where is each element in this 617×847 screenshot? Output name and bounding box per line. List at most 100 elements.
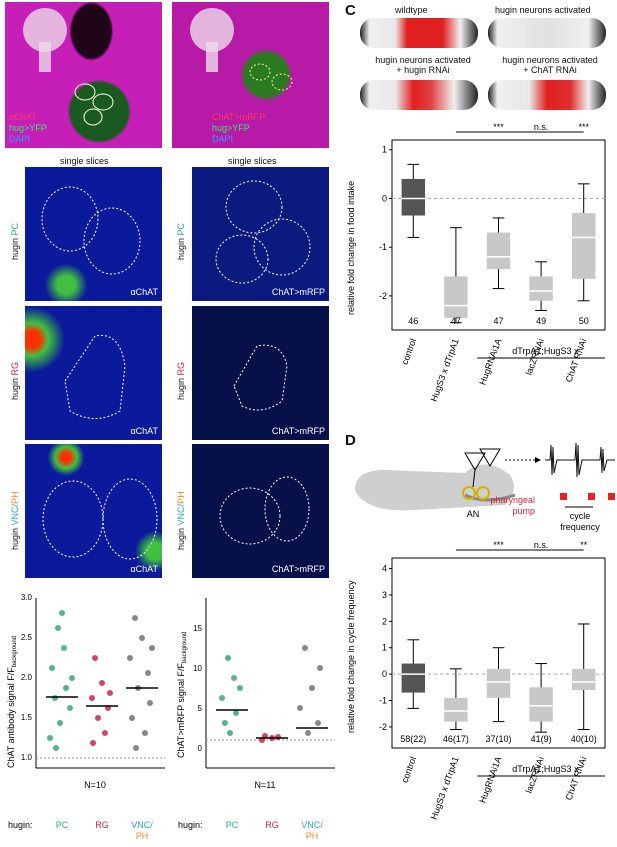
- y-tick-label: 0: [382, 669, 387, 679]
- y-axis-label: ChAT antibody signal F/Fbackground: [6, 636, 18, 768]
- svg-text:frequency: frequency: [560, 522, 600, 532]
- y-tick-label: 0: [382, 193, 387, 203]
- row-label-vnc-b: hugin VNC/PH: [176, 491, 186, 550]
- brain-schematic-icon: [190, 8, 293, 91]
- scatter-pc: [47, 610, 75, 751]
- panel-b-slice-rg: ChAT>mRFP: [192, 306, 329, 440]
- panel-b-slice-pc: ChAT>mRFP: [192, 167, 329, 301]
- panel-a-slice-vnc: αChAT: [25, 444, 162, 578]
- box-1: [444, 668, 468, 731]
- svg-text:PC: PC: [226, 820, 239, 830]
- overlay-label-1: αChAT: [9, 112, 37, 122]
- svg-text:3.0: 3.0: [21, 593, 33, 602]
- box-2: [486, 647, 511, 723]
- n-label: 46(17): [443, 734, 469, 744]
- scatter-rg: [89, 655, 113, 746]
- svg-text:PH: PH: [306, 831, 319, 841]
- y-axis-label: relative fold change in cycle frequency: [346, 580, 356, 733]
- significance-label: n.s.: [534, 540, 549, 550]
- larva-photo-activated: [488, 18, 606, 48]
- n-label: 40(10): [571, 734, 597, 744]
- svg-text:N=10: N=10: [84, 780, 106, 790]
- panel-letter-c: C: [345, 2, 356, 19]
- larva-photo-wildtype: [360, 18, 478, 48]
- panel-a-slice-pc: αChAT: [25, 167, 162, 301]
- x-category-label: HugRNAi1A: [477, 755, 503, 804]
- n-label: 58(22): [400, 734, 426, 744]
- y-axis-label: ChAT>mRFP signal F/Fbackground: [176, 632, 188, 758]
- y-tick-label: 4: [382, 564, 387, 574]
- svg-text:pharyngeal: pharyngeal: [490, 495, 535, 505]
- svg-text:RG: RG: [95, 820, 109, 830]
- larva-photo-hugin-rnai: [360, 80, 478, 110]
- significance-label: ***: [578, 122, 589, 132]
- y-tick-label: -1: [379, 696, 387, 706]
- y-tick-label: 2: [382, 616, 387, 626]
- svg-text:2.0: 2.0: [21, 673, 33, 682]
- overlay-label-3: DAPI: [212, 134, 234, 144]
- overlay-label-2: hug>YFP: [212, 123, 250, 133]
- panel-a-slice-rg: αChAT: [25, 306, 162, 440]
- stain-label: ChAT>mRFP: [271, 287, 325, 297]
- svg-text:cycle: cycle: [570, 511, 591, 521]
- svg-text:VNC/: VNC/: [301, 820, 323, 830]
- single-slices-label-b: single slices: [228, 156, 277, 166]
- x-category-label: control: [400, 755, 419, 784]
- svg-text:N=11: N=11: [254, 780, 275, 790]
- row-label-rg: hugin RG: [10, 361, 20, 400]
- y-tick-label: -1: [379, 242, 387, 252]
- n-label: 47: [493, 316, 503, 326]
- pump-trace: [545, 442, 615, 478]
- overlay-label-2: hug>YFP: [9, 123, 47, 133]
- single-slices-label-a: single slices: [60, 156, 109, 166]
- panel-c-food-intake-boxplot: -2 -1 0 1 relative fold change in food intak…: [346, 122, 606, 403]
- panel-b-slice-vnc: ChAT>mRFP: [192, 444, 329, 578]
- row-label-rg-b: hugin RG: [176, 361, 186, 400]
- n-label: 47: [451, 316, 461, 326]
- svg-text:1.0: 1.0: [21, 753, 33, 762]
- pharyngeal-pump-schematic: AN pharyngeal pump cycle frequency: [355, 442, 615, 532]
- group-label: dTrpA1;HugS3 x: [512, 764, 579, 774]
- row-label-pc: hugin PC: [10, 222, 20, 260]
- y-tick-label: -2: [379, 722, 387, 732]
- n-label: 49: [536, 316, 546, 326]
- x-category-label: lacZRNAi: [524, 337, 546, 376]
- box-3: [529, 663, 553, 733]
- box-4: [571, 623, 596, 731]
- svg-text:PC: PC: [56, 820, 69, 830]
- panel-a-scatter-plot: ChAT antibody signal F/Fbackground 1.0 1…: [6, 593, 165, 841]
- stain-label: αChAT: [130, 426, 158, 436]
- photo-label-rnai-2: hugin neurons activated + ChAT RNAi: [502, 55, 598, 75]
- svg-text:10: 10: [193, 664, 202, 673]
- brain-schematic-icon: [23, 8, 114, 126]
- svg-text:RG: RG: [265, 820, 279, 830]
- svg-text:AN: AN: [467, 509, 480, 519]
- box-0: [401, 639, 426, 709]
- overlay-label-1: ChAT>mRFP: [212, 112, 266, 122]
- svg-text:hugin:: hugin:: [178, 820, 203, 830]
- y-tick-label: 1: [382, 145, 387, 155]
- n-label: 41(9): [531, 734, 552, 744]
- plot-frame: [391, 139, 606, 331]
- stain-label: ChAT>mRFP: [271, 426, 325, 436]
- n-label: 37(10): [485, 734, 511, 744]
- significance-label: ***: [493, 540, 504, 550]
- n-label: 46: [408, 316, 418, 326]
- y-tick-label: 1: [382, 643, 387, 653]
- x-category-label: ChAT RNAi: [564, 337, 589, 383]
- x-category-label: HugS3 x dTrpA1: [429, 337, 461, 403]
- stain-label: ChAT>mRFP: [271, 564, 325, 574]
- stain-label: αChAT: [130, 287, 158, 297]
- row-label-pc-b: hugin PC: [176, 222, 186, 260]
- svg-text:5: 5: [198, 704, 203, 713]
- panel-d-cycle-frequency-boxplot: -2 -1 0 1 2 3 4 relative fold change in cycle f…: [346, 540, 606, 821]
- panel-a-overview-image: αChAT hug>YFP DAPI: [5, 2, 162, 148]
- svg-text:hugin:: hugin:: [8, 820, 33, 830]
- significance-label: ***: [493, 122, 504, 132]
- scatter-vnc: [127, 615, 155, 751]
- significance-label: **: [580, 540, 588, 550]
- y-axis-label: relative fold change in food intake: [346, 181, 356, 315]
- svg-text:0: 0: [198, 744, 203, 753]
- x-category-label: control: [400, 337, 419, 366]
- group-label: dTrpA1;HugS3 x: [512, 346, 579, 356]
